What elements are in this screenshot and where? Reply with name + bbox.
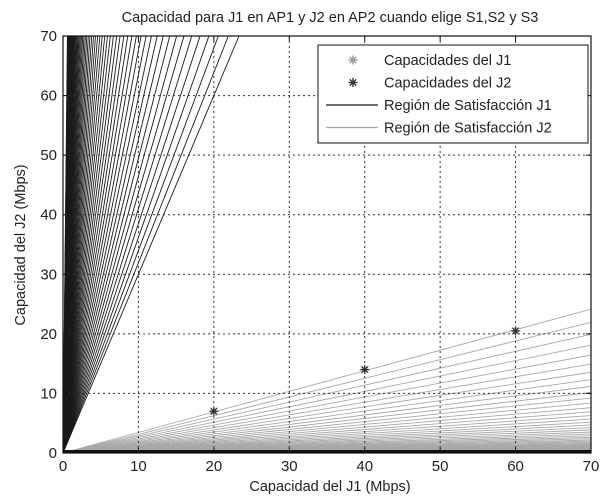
marker-stroke — [361, 366, 369, 373]
fan-line — [63, 36, 178, 453]
y-tick-label: 60 — [40, 88, 57, 105]
fan-line — [63, 36, 111, 453]
legend-marker — [348, 78, 358, 87]
x-axis-label: Capacidad del J1 (Mbps) — [249, 479, 410, 495]
fan-line — [63, 418, 591, 453]
fan-line — [63, 36, 147, 453]
y-tick-label: 30 — [40, 266, 57, 283]
fan-line — [63, 36, 193, 453]
fan-line — [63, 36, 171, 453]
legend-box — [317, 44, 589, 144]
fan-line — [63, 344, 591, 453]
y-tick-label: 10 — [40, 385, 57, 402]
fan-line — [63, 36, 152, 453]
x-tick-label: 40 — [356, 458, 373, 475]
fan-1 — [63, 36, 240, 453]
fan-line — [63, 411, 591, 453]
fan-line — [63, 36, 121, 453]
y-axis-label: Capacidad del J2 (Mbps) — [13, 164, 29, 325]
fan-line — [63, 36, 133, 453]
fan-line — [63, 308, 591, 453]
x-tick-label: 10 — [130, 458, 147, 475]
fan-line — [63, 36, 164, 453]
marker-stroke — [210, 408, 218, 415]
fan-line — [63, 36, 219, 453]
fan-line — [63, 421, 591, 453]
y-tick-label: 0 — [49, 445, 57, 462]
scatter-series-2 — [209, 326, 520, 416]
data-point — [209, 407, 218, 416]
marker-stroke — [349, 56, 357, 64]
chart-title: Capacidad para J1 en AP1 y J2 en AP2 cua… — [122, 10, 539, 26]
fan-line — [63, 36, 142, 453]
legend: Capacidades del J1 Capacidades del J2 Regi… — [317, 44, 589, 144]
fan-line — [63, 379, 591, 453]
fan-line — [63, 36, 210, 453]
fan-line — [63, 36, 201, 453]
fan-line — [63, 363, 591, 453]
fan-line — [63, 333, 591, 453]
y-tick-label: 40 — [40, 207, 57, 224]
y-tick-label: 70 — [40, 28, 57, 45]
fan-line — [63, 36, 185, 453]
x-tick-label: 0 — [59, 458, 67, 475]
legend-label: Capacidades del J1 — [384, 53, 511, 69]
marker-stroke — [349, 78, 357, 87]
fan-line — [63, 321, 591, 453]
marker-stroke — [512, 327, 519, 335]
fan-line — [63, 371, 591, 453]
fan-line — [63, 392, 591, 453]
x-tick-label: 70 — [583, 458, 600, 475]
fan-line — [63, 36, 137, 453]
ticks: 0 10 20 30 40 50 60 70 0 10 20 30 40 50 60 70 — [40, 28, 599, 475]
legend-marker — [348, 55, 358, 65]
legend-label: Región de Satisfacción J2 — [384, 121, 552, 137]
legend-label: Región de Satisfacción J1 — [384, 98, 552, 114]
y-tick-label: 20 — [40, 326, 57, 343]
fan-line — [63, 402, 591, 453]
y-tick-label: 50 — [40, 147, 57, 164]
fan-line — [63, 36, 118, 453]
fan-line — [63, 397, 591, 453]
fan-line — [63, 354, 591, 453]
fan-line — [63, 36, 129, 453]
plot-frame — [62, 35, 592, 454]
fan-line — [63, 36, 125, 453]
fan-line — [63, 36, 240, 453]
data-point — [511, 326, 520, 335]
fan-line — [63, 385, 591, 453]
data-point — [360, 365, 369, 374]
fan-line — [63, 36, 158, 453]
fan-line — [63, 415, 591, 453]
legend-label: Capacidades del J2 — [384, 76, 511, 92]
fan-line — [63, 36, 68, 453]
fan-line — [63, 36, 229, 453]
x-tick-label: 20 — [206, 458, 223, 475]
x-tick-label: 60 — [507, 458, 524, 475]
fan-line — [63, 36, 114, 453]
x-tick-label: 30 — [281, 458, 298, 475]
fan-line — [63, 407, 591, 453]
x-tick-label: 50 — [432, 458, 449, 475]
fan-line — [63, 424, 591, 453]
